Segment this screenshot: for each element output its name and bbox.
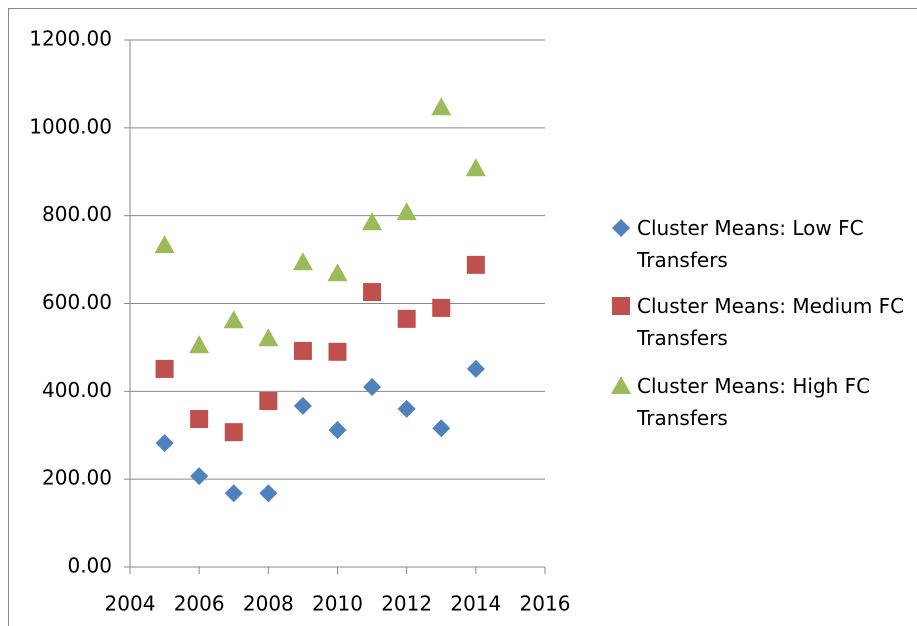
point	[293, 396, 312, 415]
point	[431, 97, 452, 116]
point	[466, 255, 485, 274]
legend-marker	[611, 376, 631, 394]
point	[363, 283, 382, 302]
point	[190, 410, 209, 429]
point	[190, 467, 209, 486]
chart-frame	[8, 8, 917, 626]
point	[259, 484, 278, 503]
point	[327, 263, 348, 282]
point	[223, 310, 244, 329]
legend-marker	[612, 219, 630, 237]
point	[362, 212, 383, 231]
point	[224, 484, 243, 503]
point	[328, 420, 347, 439]
y-tick-label: 600.00	[42, 290, 112, 314]
x-tick-label: 2010	[312, 592, 363, 616]
x-tick-label: 2006	[174, 592, 225, 616]
x-tick-label: 2014	[450, 592, 501, 616]
y-tick-label: 1200.00	[29, 27, 112, 51]
point	[466, 359, 485, 378]
point	[155, 359, 174, 378]
y-tick-label: 400.00	[42, 378, 112, 402]
point	[432, 298, 451, 317]
x-tick-label: 2012	[381, 592, 432, 616]
point	[432, 419, 451, 438]
point	[397, 399, 416, 418]
point	[189, 335, 210, 354]
point	[465, 158, 486, 177]
legend-label: Cluster Means: High FC Transfers	[637, 374, 871, 430]
legend-label: Cluster Means: Medium FC Transfers	[637, 294, 905, 350]
point	[292, 252, 313, 271]
y-tick-label: 200.00	[42, 466, 112, 490]
y-tick-label: 800.00	[42, 202, 112, 226]
point	[397, 309, 416, 328]
point	[363, 377, 382, 396]
point	[258, 328, 279, 347]
point	[396, 202, 417, 221]
legend-marker	[612, 297, 630, 315]
point	[155, 434, 174, 453]
y-tick-label: 0.00	[67, 554, 112, 578]
x-tick-label: 2008	[243, 592, 294, 616]
legend-label: Cluster Means: Low FC Transfers	[637, 216, 864, 272]
point	[224, 423, 243, 442]
point	[154, 235, 175, 254]
point	[293, 341, 312, 360]
x-tick-label: 2016	[520, 592, 571, 616]
point	[259, 391, 278, 410]
x-tick-label: 2004	[105, 592, 156, 616]
y-tick-label: 1000.00	[29, 114, 112, 138]
point	[328, 342, 347, 361]
